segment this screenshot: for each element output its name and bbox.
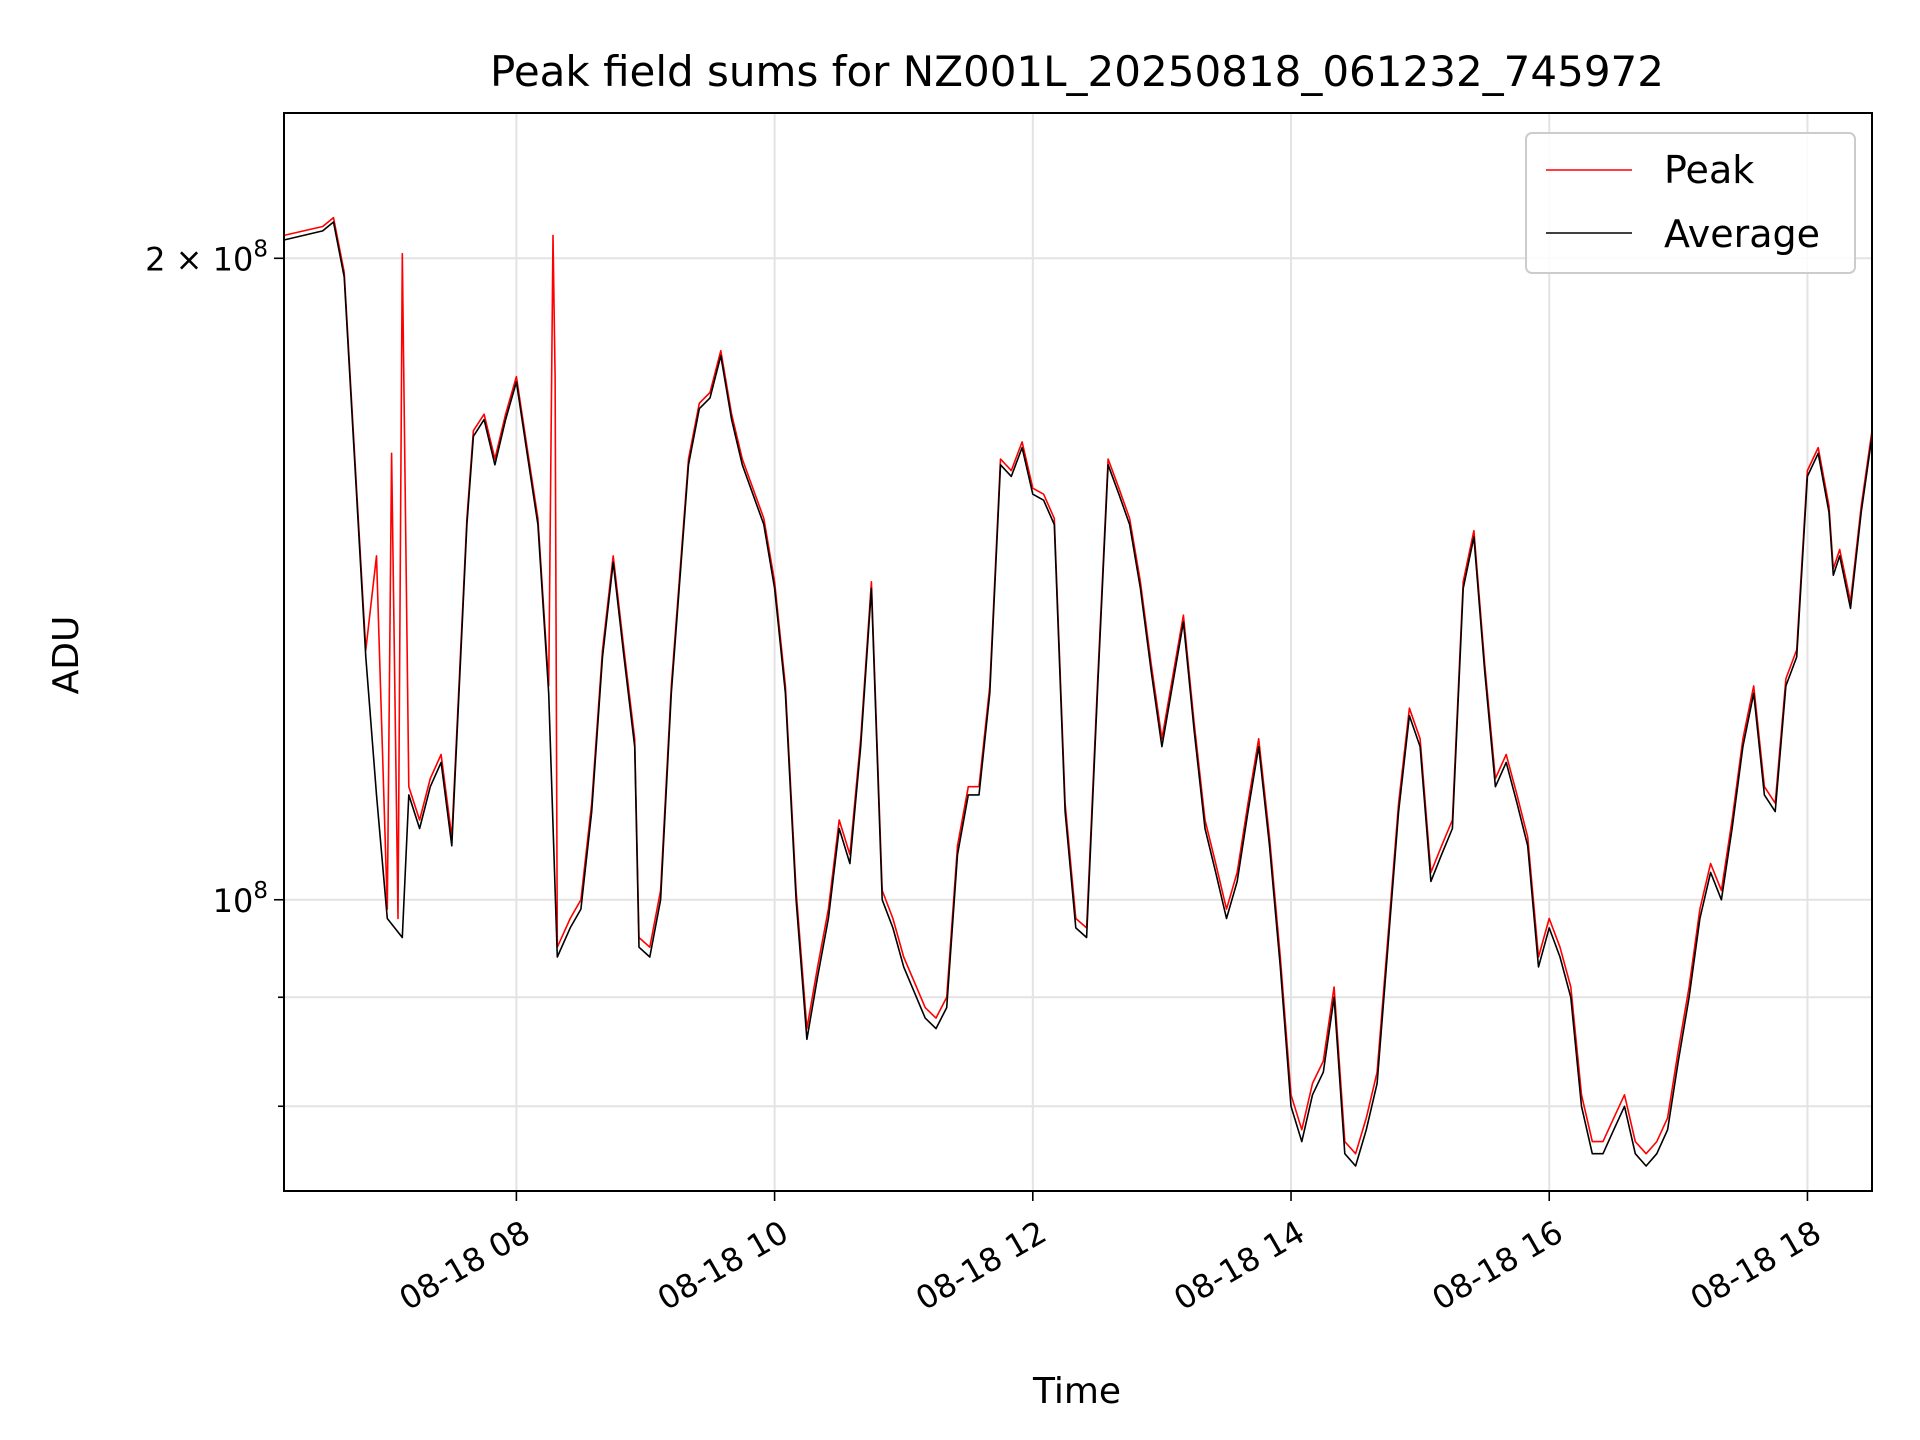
series-line-average (283, 221, 1873, 1167)
y-tick-label: 2 × 108 (145, 236, 268, 278)
y-tick-label: 108 (213, 878, 268, 920)
y-axis-label: ADU (46, 616, 87, 695)
legend-label-peak: Peak (1664, 148, 1754, 192)
legend-box (1525, 132, 1856, 274)
legend: Peak Average (1525, 132, 1856, 274)
x-axis-label: Time (1032, 1371, 1121, 1412)
chart-title: Peak field sums for NZ001L_20250818_0612… (490, 47, 1664, 96)
legend-label-average: Average (1664, 212, 1820, 256)
plot-frame (283, 112, 1873, 1192)
